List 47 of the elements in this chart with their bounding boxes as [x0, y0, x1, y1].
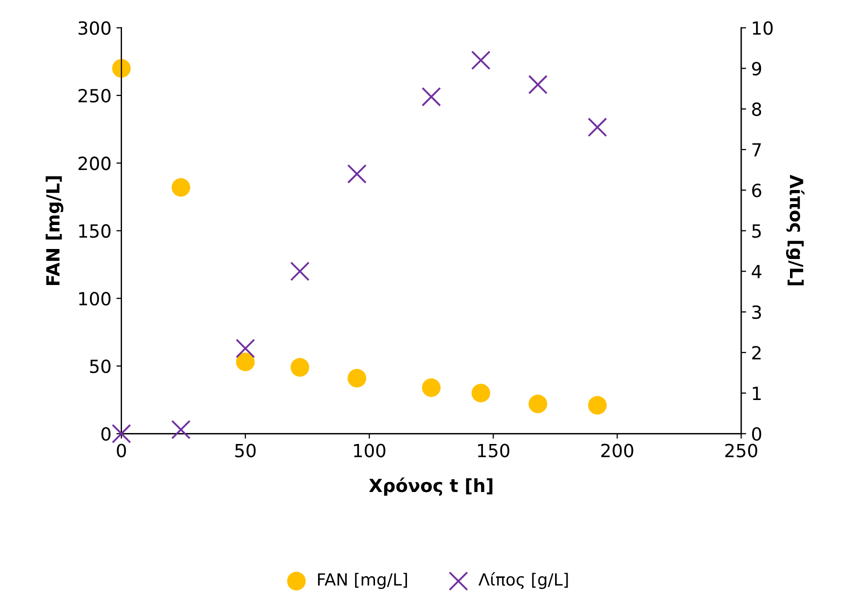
point	[290, 262, 310, 282]
y-tick-label: 50	[90, 359, 110, 374]
y2-tick-label: 10	[752, 21, 773, 35]
y-tick-label: 0	[101, 427, 110, 441]
y-tick-label: 250	[78, 88, 110, 103]
point	[528, 74, 548, 94]
point	[112, 59, 131, 78]
y2-tick-label: 6	[752, 184, 762, 198]
point	[471, 50, 491, 70]
y2-tick-label: 0	[752, 427, 762, 441]
point	[528, 394, 548, 414]
y-axis-title: FAN [mg/L]	[46, 176, 64, 286]
y2-tick-label: 7	[752, 143, 761, 156]
point	[171, 420, 191, 440]
y2-tick-label: 9	[752, 62, 762, 76]
x-tick-label: 150	[478, 444, 510, 458]
point	[236, 352, 255, 372]
point	[472, 384, 490, 402]
y-tick-label: 300	[78, 21, 110, 35]
point	[588, 118, 608, 137]
point	[290, 358, 310, 377]
y2-tick-label: 3	[752, 305, 761, 320]
point	[588, 396, 607, 415]
x-axis-title: Χρόνος t [h]	[369, 478, 492, 496]
y2-tick-label: 2	[752, 346, 761, 360]
point	[347, 164, 367, 184]
point	[236, 338, 256, 358]
y2-tick-label: 4	[752, 265, 762, 278]
x-tick-label: 0	[116, 444, 126, 458]
y2-tick-label: 8	[752, 102, 762, 116]
y-tick-label: 100	[79, 292, 110, 306]
point	[172, 178, 190, 197]
x-tick-label: 200	[601, 444, 634, 458]
y2-axis-title: Λίπος [g/L]	[786, 174, 804, 286]
y2-tick-label: 5	[752, 224, 761, 238]
y2-tick-label: 1	[752, 386, 761, 400]
point	[348, 368, 366, 388]
y-tick-label: 200	[78, 156, 110, 170]
point	[422, 378, 441, 397]
x-tick-label: 100	[354, 444, 386, 458]
legend-label: Λίπος [g/L]	[478, 572, 568, 589]
point	[112, 424, 132, 444]
legend-label: FAN [mg/L]	[318, 572, 407, 589]
point	[422, 87, 441, 106]
y-tick-label: 150	[79, 224, 110, 238]
x-tick-label: 250	[725, 444, 758, 458]
x-tick-label: 50	[235, 444, 256, 458]
